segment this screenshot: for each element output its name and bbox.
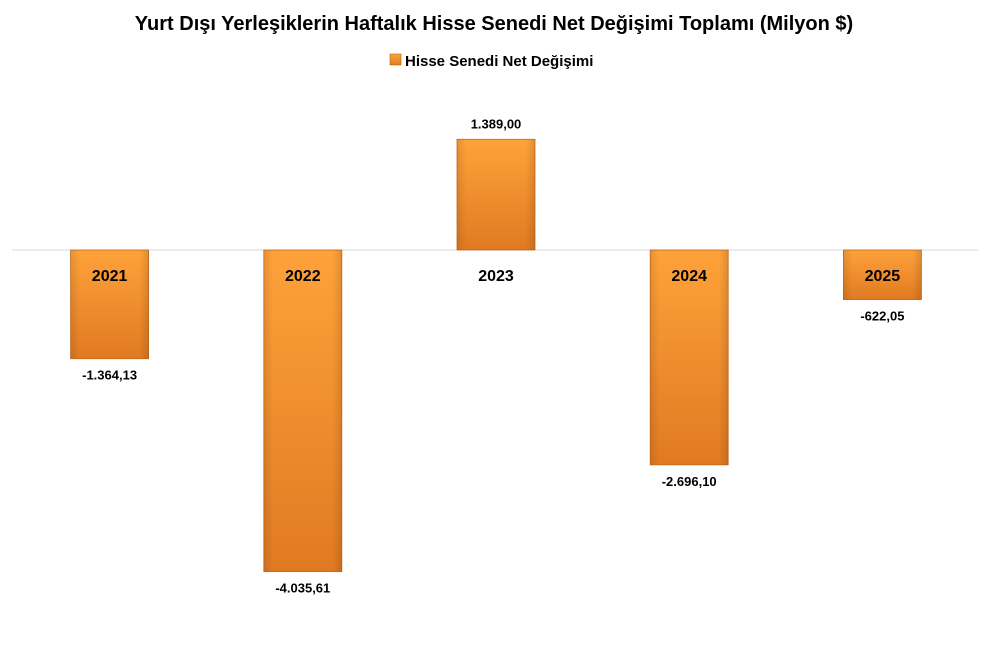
bar-shading-2021 — [70, 250, 149, 359]
category-label-2024: 2024 — [671, 268, 707, 285]
bar-shading-2024 — [650, 250, 729, 465]
category-label-2021: 2021 — [92, 268, 128, 285]
category-label-2025: 2025 — [865, 268, 901, 285]
bar-shading-2025 — [843, 250, 922, 300]
value-label-2023: 1.389,00 — [471, 116, 522, 131]
legend: Hisse Senedi Net Değişimi — [389, 53, 593, 70]
category-label-2022: 2022 — [285, 268, 321, 285]
value-label-2022: -4.035,61 — [275, 581, 330, 596]
value-label-2024: -2.696,10 — [662, 474, 717, 489]
category-label-2023: 2023 — [478, 268, 514, 285]
legend-swatch — [389, 53, 402, 66]
labels-group: 2021 -1.364,13 2022 -4.035,61 2023 1.389,00 20… — [82, 116, 904, 595]
legend-label: Hisse Senedi Net Değişimi — [405, 53, 593, 70]
bar-shading-2022 — [263, 250, 342, 572]
value-label-2021: -1.364,13 — [82, 368, 137, 383]
bar-shading-2023 — [457, 139, 535, 250]
bars-group — [70, 138, 922, 573]
chart-title: Yurt Dışı Yerleşiklerin Haftalık Hisse S… — [135, 13, 853, 35]
value-label-2025: -622,05 — [860, 309, 904, 324]
